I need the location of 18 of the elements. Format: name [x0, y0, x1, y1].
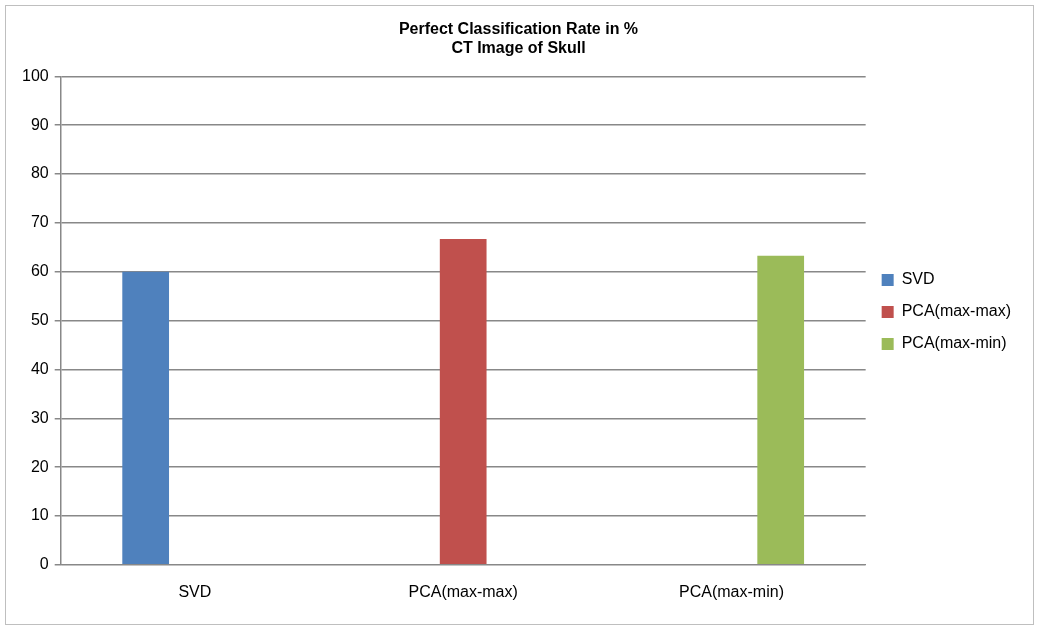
- y-tick-label: 100: [21, 66, 49, 84]
- legend-label: SVD: [901, 270, 935, 288]
- x-tick-label: PCA(max-max): [408, 582, 518, 600]
- x-tick-label: PCA(max-min): [679, 582, 784, 600]
- y-tick-label: 80: [30, 164, 49, 182]
- y-tick-label: 60: [30, 262, 49, 280]
- y-tick-label: 50: [30, 311, 49, 329]
- y-tick-label: 90: [30, 115, 49, 133]
- chart-title: Perfect Classification Rate in % CT Image of Skull: [398, 20, 639, 57]
- y-tick-label: 20: [30, 457, 49, 475]
- x-tick-label: SVD: [178, 582, 212, 600]
- y-tick-label: 30: [30, 408, 49, 426]
- y-tick-label: 10: [30, 506, 49, 524]
- y-tick-label: 0: [39, 555, 49, 573]
- y-tick-label: 70: [30, 213, 49, 231]
- legend-label: PCA(max-max): [901, 302, 1012, 320]
- y-tick-label: 40: [30, 359, 49, 377]
- legend-label: PCA(max-min): [901, 334, 1007, 352]
